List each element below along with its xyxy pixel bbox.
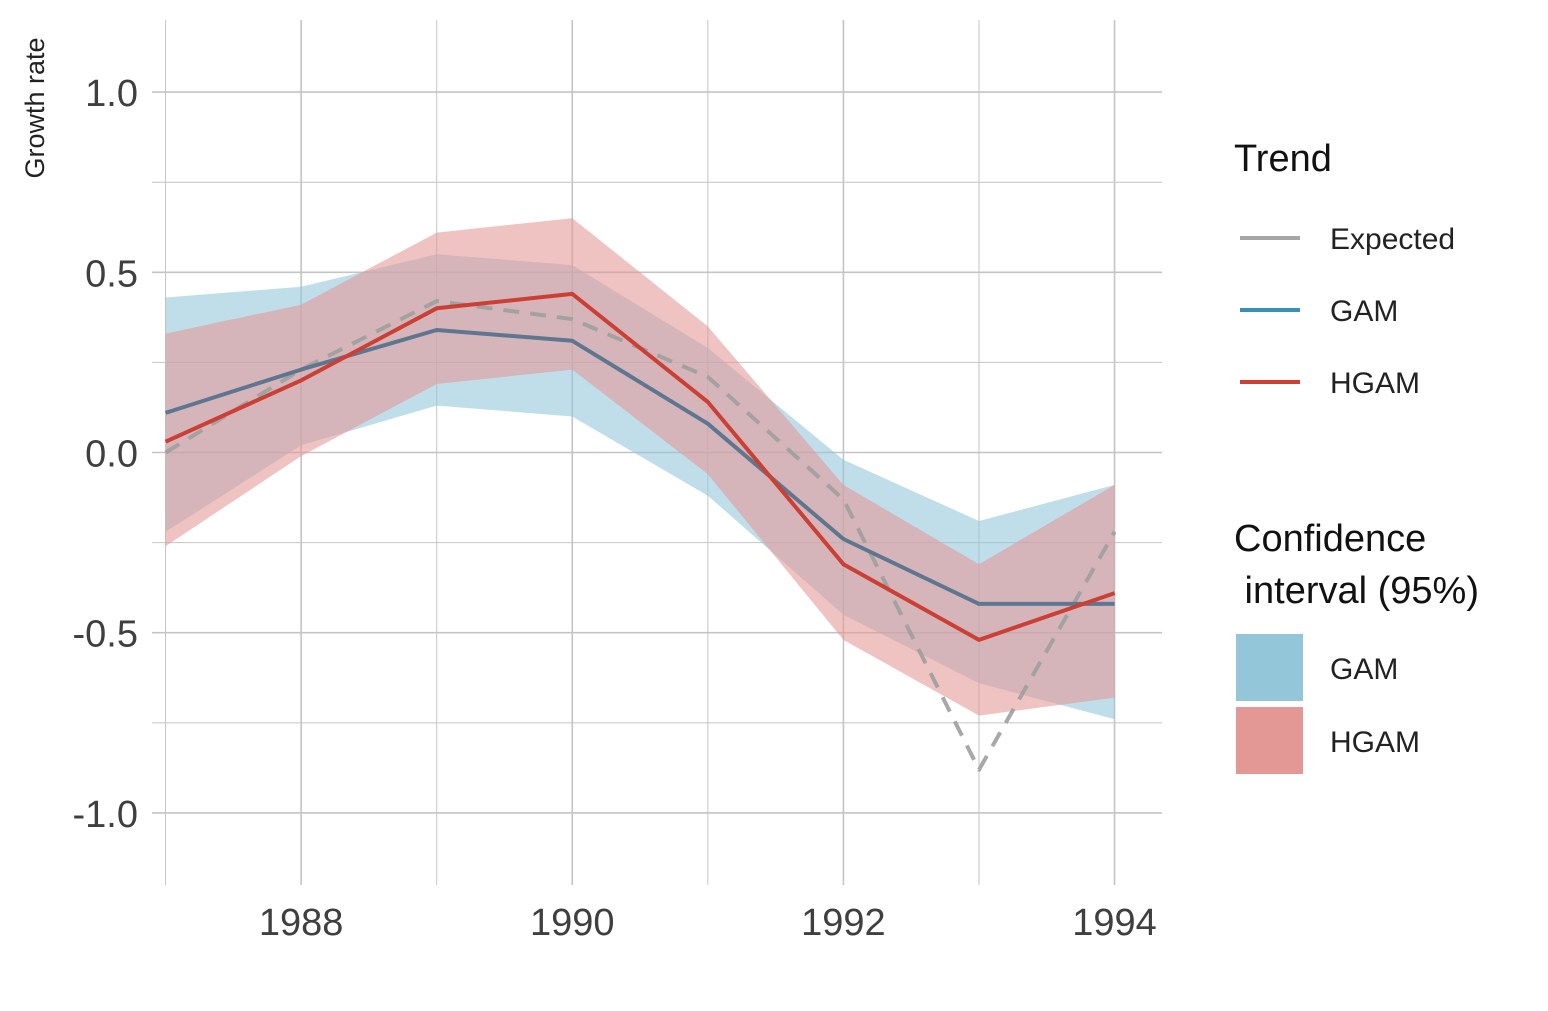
y-tick-label: -0.5 <box>73 614 138 656</box>
series-line-hgam <box>164 291 1116 642</box>
legend-trend-label: Expected <box>1330 223 1455 256</box>
tick-labels: -1.0 -0.5 0.0 0.5 1.0 1988 1990 1992 1994 <box>73 73 1157 944</box>
y-tick-label: 1.0 <box>85 73 138 115</box>
legend-ci-items: GAM HGAM <box>1236 634 1420 774</box>
legend-trend-items: Expected GAM HGAM <box>1240 223 1455 400</box>
x-tick-label: 1990 <box>530 902 615 944</box>
y-tick-label: -1.0 <box>73 794 138 836</box>
legend-trend-label: GAM <box>1330 295 1398 328</box>
legend-trend-title: Trend <box>1234 138 1332 180</box>
legend-ci-title-line2: interval (95%) <box>1234 570 1479 612</box>
x-tick-label: 1994 <box>1072 902 1157 944</box>
legend-ci-swatch <box>1236 707 1303 774</box>
series-lines <box>164 291 1117 772</box>
x-tick-label: 1992 <box>801 902 886 944</box>
legend: Trend Expected GAM HGAM Confidence interva… <box>1234 138 1479 774</box>
confidence-bands <box>165 218 1115 720</box>
y-tick-label: 0.5 <box>85 253 138 295</box>
legend-ci-label: GAM <box>1330 653 1398 686</box>
y-axis-label: Growth rate <box>20 37 50 178</box>
legend-ci-label: HGAM <box>1330 726 1420 759</box>
x-tick-label: 1988 <box>259 902 344 944</box>
legend-ci-swatch <box>1236 634 1303 701</box>
y-tick-label: 0.0 <box>85 434 138 476</box>
confidence-band-hgam <box>165 218 1115 716</box>
legend-ci-title-line1: Confidence <box>1234 518 1426 560</box>
series-line-gam <box>164 328 1115 606</box>
legend-trend-label: HGAM <box>1330 367 1420 400</box>
